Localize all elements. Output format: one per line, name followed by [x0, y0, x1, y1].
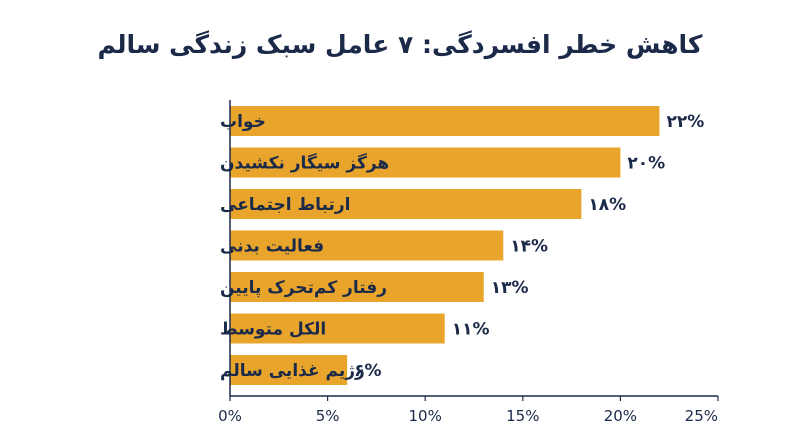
bar-4 [230, 230, 504, 261]
category-label: رفتار کم‌تحرک پایین [220, 278, 387, 298]
x-tick-label: 0% [218, 407, 242, 425]
value-label: ۱۳% [491, 278, 529, 298]
bar-5 [230, 272, 484, 302]
category-label: فعالیت بدنی [220, 237, 324, 257]
value-label: ۲۰% [627, 154, 665, 174]
category-label: رژیم غذایی سالم [220, 361, 365, 381]
value-label: ۶% [354, 361, 381, 381]
value-label: ۲۲% [666, 112, 704, 132]
x-tick-label: 10% [409, 407, 442, 425]
x-tick-label: 15% [506, 407, 539, 425]
bar-6 [230, 313, 445, 344]
category-label: ارتباط اجتماعی [220, 195, 351, 215]
x-axis: 0% 5% 10% 15% 20% 25% [218, 100, 719, 425]
x-tick-label: 5% [316, 407, 340, 425]
chart-title: کاهش خطر افسردگی: ۷ عامل سبک زندگی سالم [97, 30, 703, 59]
category-label: خواب [220, 112, 266, 132]
x-tick-label: 20% [604, 407, 637, 425]
category-label: الکل متوسط [220, 320, 326, 340]
labels-layer: خواب ۲۲% هرگز سیگار نکشیدن ۲۰% ارتباط اجتماع… [220, 112, 704, 381]
value-label: ۱۸% [588, 195, 626, 215]
value-label: ۱۱% [452, 320, 490, 340]
bar-7 [230, 355, 348, 385]
bars-layer [230, 106, 660, 385]
bar-3 [230, 189, 582, 219]
bar-2 [230, 147, 621, 178]
x-tick-label: 25% [685, 407, 718, 425]
category-label: هرگز سیگار نکشیدن [220, 153, 389, 174]
value-label: ۱۴% [510, 237, 548, 257]
bar-1 [230, 106, 660, 136]
